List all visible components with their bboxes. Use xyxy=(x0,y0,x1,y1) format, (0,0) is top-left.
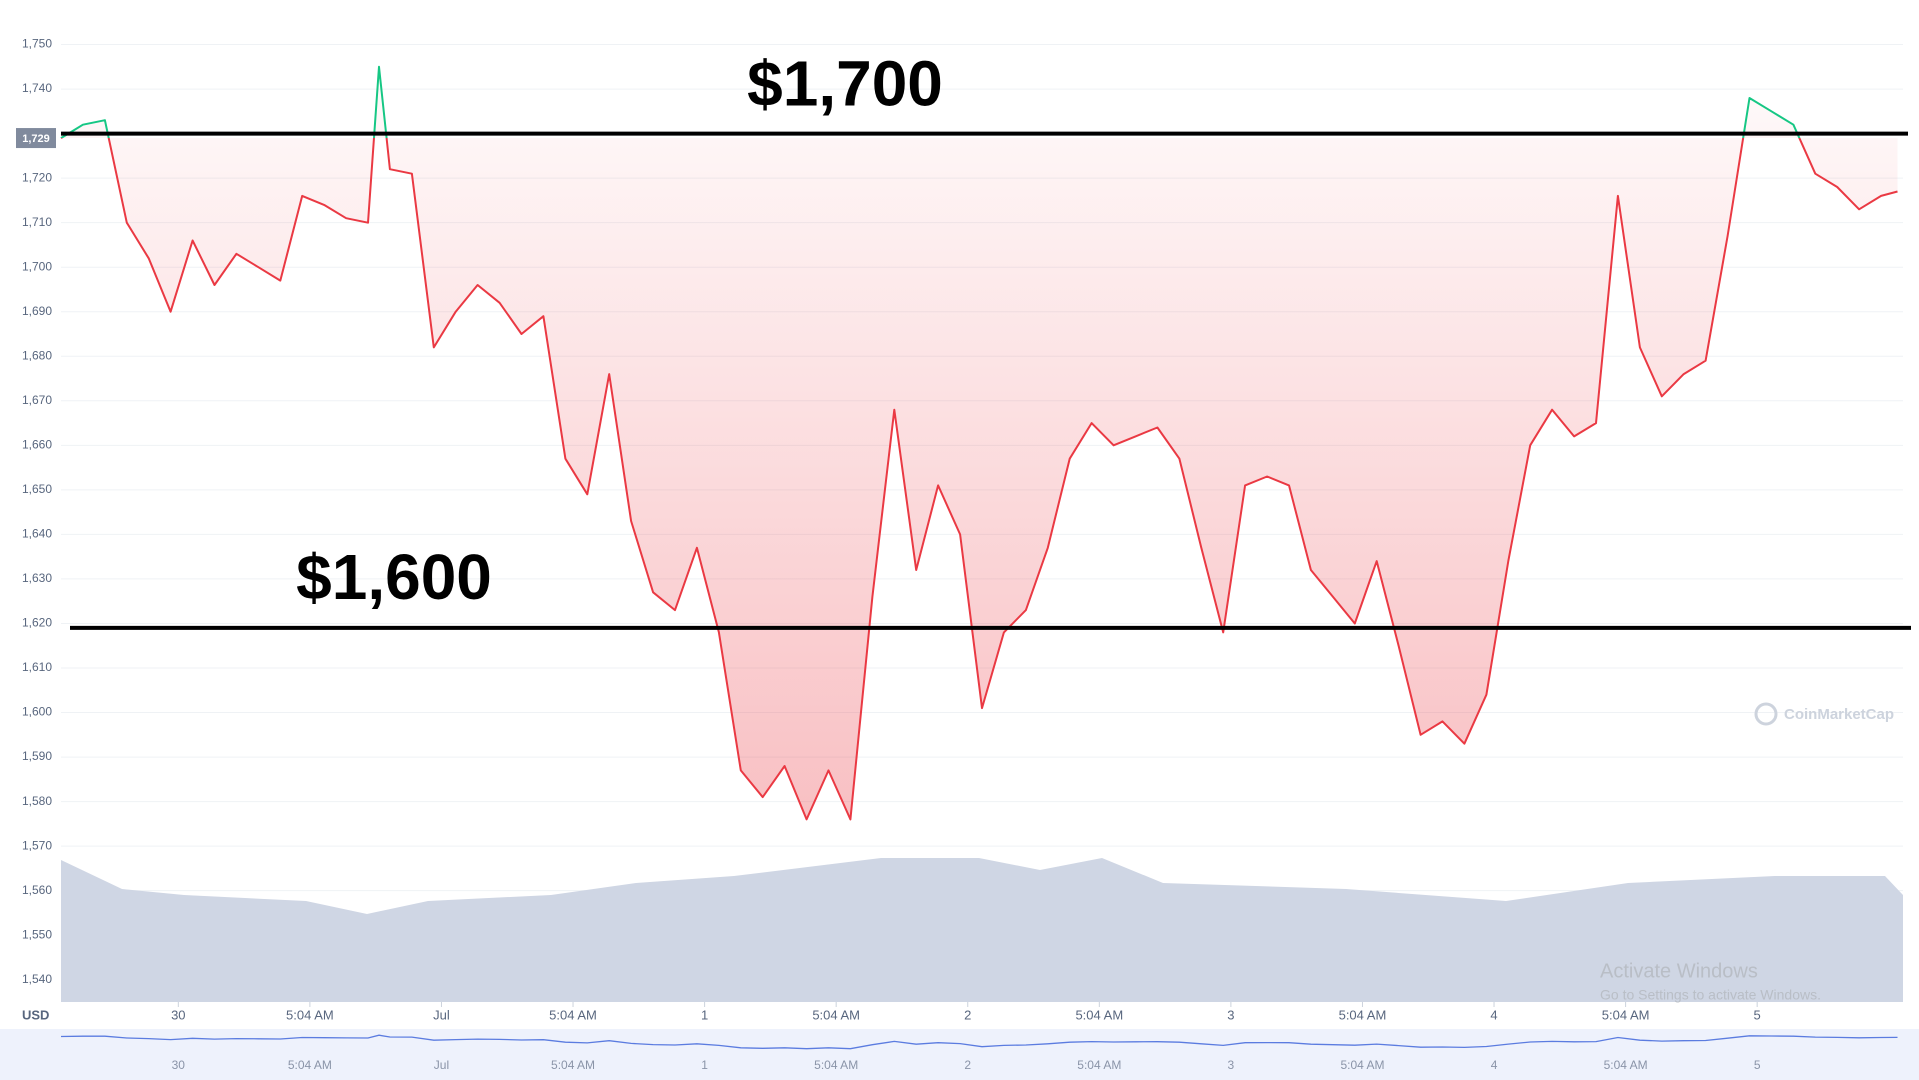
navigator-tick-label: 5:04 AM xyxy=(814,1058,858,1072)
navigator-line xyxy=(60,1034,1898,1050)
x-tick-label: 1 xyxy=(701,1007,708,1022)
overlay-title: Activate Windows xyxy=(1600,960,1758,982)
x-tick-label: 5 xyxy=(1754,1007,1761,1022)
x-tick-label: 5:04 AM xyxy=(812,1007,860,1022)
navigator-background xyxy=(0,1029,1919,1080)
price-line xyxy=(60,65,1898,821)
y-tick-label: 1,720 xyxy=(22,170,52,184)
y-tick-label: 1,620 xyxy=(22,616,52,630)
navigator-tick-label: 5:04 AM xyxy=(551,1058,595,1072)
x-tick-label: 5:04 AM xyxy=(286,1007,334,1022)
current-price-label: 1,729 xyxy=(22,133,50,145)
y-tick-label: 1,650 xyxy=(22,482,52,496)
y-tick-label: 1,560 xyxy=(22,883,52,897)
price-area xyxy=(61,66,1898,820)
y-tick-label: 1,700 xyxy=(22,259,52,273)
navigator-tick-label: 30 xyxy=(172,1058,186,1072)
navigator-tick-label: 2 xyxy=(964,1058,971,1072)
y-tick-label: 1,600 xyxy=(22,705,52,719)
x-tick-label: 5:04 AM xyxy=(549,1007,597,1022)
y-tick-label: 1,680 xyxy=(22,348,52,362)
watermark-icon xyxy=(1754,702,1778,726)
y-tick-label: 1,690 xyxy=(22,304,52,318)
x-tick-label: 2 xyxy=(964,1007,971,1022)
navigator-tick-label: 5:04 AM xyxy=(1604,1058,1648,1072)
current-price-box xyxy=(16,128,56,149)
y-tick-label: 1,610 xyxy=(22,660,52,674)
watermark: CoinMarketCap xyxy=(1784,706,1894,723)
x-tick-label: 30 xyxy=(171,1007,185,1022)
reference-label: $1,700 xyxy=(747,48,943,120)
y-tick-label: 1,710 xyxy=(22,215,52,229)
y-tick-label: 1,570 xyxy=(22,838,52,852)
y-tick-label: 1,540 xyxy=(22,972,52,986)
navigator-tick-label: 1 xyxy=(701,1058,708,1072)
navigator-tick-label: 5:04 AM xyxy=(1077,1058,1121,1072)
x-tick-label: 5:04 AM xyxy=(1602,1007,1650,1022)
reference-label: $1,600 xyxy=(296,541,492,613)
y-tick-label: 1,590 xyxy=(22,749,52,763)
navigator-tick-label: 4 xyxy=(1491,1058,1498,1072)
navigator-tick-label: 5:04 AM xyxy=(1340,1058,1384,1072)
y-tick-label: 1,660 xyxy=(22,438,52,452)
volume-area xyxy=(61,858,1903,1002)
plot: 1,729 $1,700 $1,600 xyxy=(16,48,1911,821)
y-tick-label: 1,580 xyxy=(22,794,52,808)
overlay-subtitle: Go to Settings to activate Windows. xyxy=(1600,987,1821,1003)
y-tick-label: 1,740 xyxy=(22,81,52,95)
y-tick-label: 1,550 xyxy=(22,927,52,941)
currency-label: USD xyxy=(22,1007,49,1022)
navigator-tick-label: 5 xyxy=(1754,1058,1761,1072)
x-tick-label: 5:04 AM xyxy=(1075,1007,1123,1022)
x-tick-label: 3 xyxy=(1227,1007,1234,1022)
x-tick-label: 5:04 AM xyxy=(1339,1007,1387,1022)
y-tick-label: 1,630 xyxy=(22,571,52,585)
navigator-tick-label: 3 xyxy=(1228,1058,1235,1072)
y-tick-label: 1,670 xyxy=(22,393,52,407)
x-tick-label: 4 xyxy=(1490,1007,1497,1022)
x-tick-label: Jul xyxy=(433,1007,450,1022)
navigator-tick-label: Jul xyxy=(434,1058,449,1072)
y-tick-label: 1,640 xyxy=(22,527,52,541)
y-tick-label: 1,750 xyxy=(22,37,52,51)
navigator: 30 5:04 AM Jul 5:04 AM 1 5:04 AM 2 5:04 AM 3 5:04… xyxy=(60,1034,1898,1072)
navigator-tick-label: 5:04 AM xyxy=(288,1058,332,1072)
